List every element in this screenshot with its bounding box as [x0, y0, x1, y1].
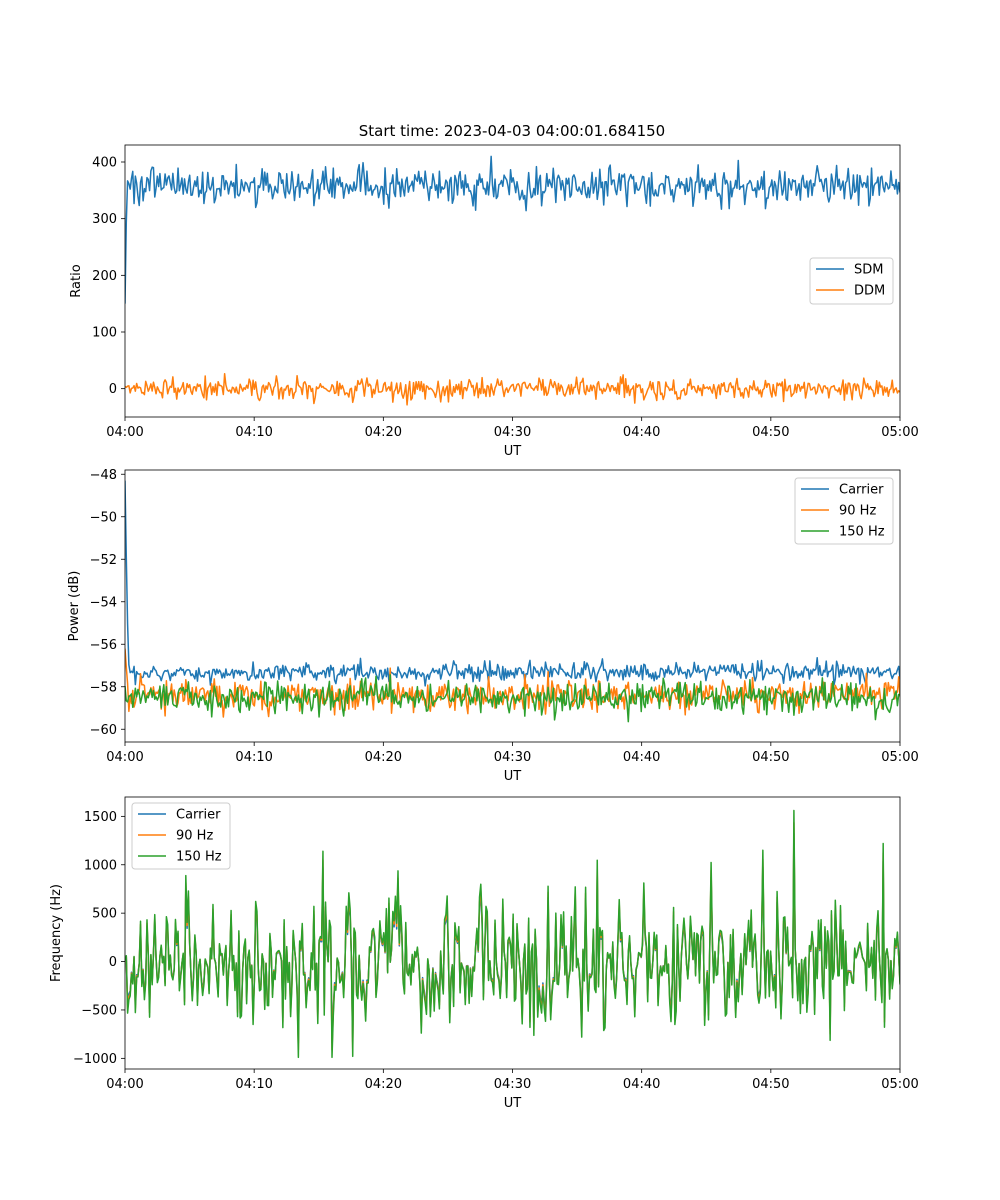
x-tick-label: 04:10 — [235, 750, 272, 765]
legend-entry: 150 Hz — [839, 525, 885, 540]
legend: SDM DDM — [809, 257, 894, 305]
x-tick-label: 04:20 — [365, 750, 402, 765]
legend-entry: 90 Hz — [176, 829, 213, 844]
legend: Carrier 90 Hz 150 Hz — [794, 477, 894, 545]
x-tick-label: 04:30 — [494, 425, 531, 440]
y-tick-label: 1000 — [84, 858, 117, 873]
x-tick-label: 05:00 — [881, 1077, 918, 1092]
y-tick-label: −1000 — [73, 1052, 117, 1067]
y-axis-label: Ratio — [69, 264, 84, 297]
x-tick-label: 05:00 — [881, 750, 918, 765]
y-tick-label: 100 — [92, 326, 117, 341]
x-tick-label: 04:20 — [365, 1077, 402, 1092]
y-tick-label: 300 — [92, 212, 117, 227]
x-axis-label: UT — [504, 769, 522, 784]
y-tick-label: 0 — [109, 382, 117, 397]
x-tick-label: 04:40 — [623, 1077, 660, 1092]
x-tick-label: 05:00 — [881, 425, 918, 440]
y-tick-label: −50 — [90, 510, 117, 525]
x-tick-label: 04:00 — [106, 425, 143, 440]
legend: Carrier 90 Hz 150 Hz — [131, 802, 231, 870]
power-panel: 04:00 04:10 04:20 04:30 04:40 04:50 05:00 −60 −5… — [67, 468, 919, 784]
series-line-ddm — [125, 372, 900, 406]
x-axis-label: UT — [504, 1096, 522, 1111]
frequency-panel: 04:00 04:10 04:20 04:30 04:40 04:50 05:00 −1000… — [49, 796, 919, 1111]
series-lines — [125, 809, 900, 1059]
y-tick-label: −58 — [90, 680, 117, 695]
series-lines — [125, 480, 900, 723]
x-tick-label: 04:40 — [623, 750, 660, 765]
series-lines — [125, 155, 900, 406]
legend-entry: 90 Hz — [839, 504, 876, 519]
y-axis-label: Power (dB) — [67, 571, 82, 642]
y-tick-label: 500 — [92, 907, 117, 922]
legend-entry: SDM — [854, 263, 883, 278]
x-tick-label: 04:10 — [235, 425, 272, 440]
legend-entry: Carrier — [839, 483, 884, 498]
legend-entry: 150 Hz — [176, 850, 222, 865]
x-tick-label: 04:50 — [752, 750, 789, 765]
y-tick-label: −54 — [90, 595, 117, 610]
y-tick-label: 0 — [109, 955, 117, 970]
x-tick-label: 04:30 — [494, 1077, 531, 1092]
y-tick-label: −56 — [90, 638, 117, 653]
y-tick-label: 1500 — [84, 810, 117, 825]
legend-entry: Carrier — [176, 808, 221, 823]
legend-entry: DDM — [854, 284, 885, 299]
x-tick-label: 04:40 — [623, 425, 660, 440]
y-axis-label: Frequency (Hz) — [49, 884, 64, 982]
y-tick-label: 200 — [92, 269, 117, 284]
x-tick-label: 04:50 — [752, 425, 789, 440]
series-line-150-hz — [125, 809, 900, 1059]
x-tick-label: 04:00 — [106, 1077, 143, 1092]
y-tick-label: −48 — [90, 468, 117, 483]
y-tick-label: 400 — [92, 156, 117, 171]
x-tick-label: 04:50 — [752, 1077, 789, 1092]
series-line-sdm — [125, 155, 900, 304]
y-tick-label: −52 — [90, 553, 117, 568]
series-line-carrier — [125, 480, 900, 687]
x-tick-label: 04:10 — [235, 1077, 272, 1092]
x-tick-label: 04:30 — [494, 750, 531, 765]
chart-title: Start time: 2023-04-03 04:00:01.684150 — [359, 122, 665, 140]
ratio-panel: 04:00 04:10 04:20 04:30 04:40 04:50 05:00 0 100 2… — [69, 144, 919, 459]
series-line-150-hz — [125, 674, 900, 723]
legend-box — [794, 477, 894, 545]
x-tick-label: 04:00 — [106, 750, 143, 765]
y-tick-label: −500 — [81, 1003, 117, 1018]
series-line-90-hz — [125, 648, 900, 718]
x-tick-label: 04:20 — [365, 425, 402, 440]
x-axis-label: UT — [504, 444, 522, 459]
y-tick-label: −60 — [90, 723, 117, 738]
legend-box — [131, 802, 231, 870]
